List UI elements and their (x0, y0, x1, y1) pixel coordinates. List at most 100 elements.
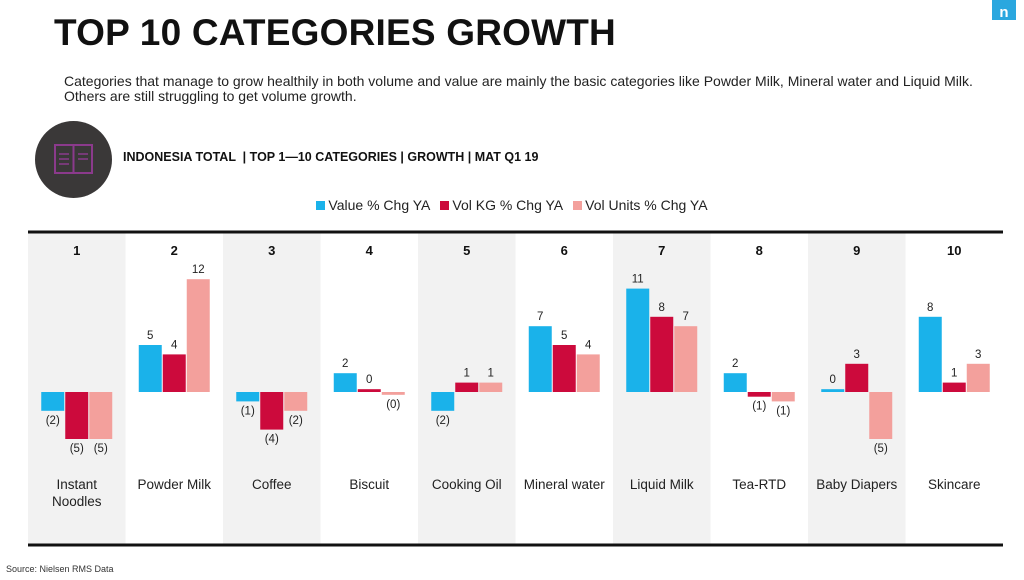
data-label: (1) (241, 405, 255, 417)
data-label: 1 (951, 368, 957, 380)
bar (186, 279, 210, 392)
rank-label: 1 (73, 243, 80, 258)
bar (479, 382, 503, 392)
rank-label: 6 (561, 243, 568, 258)
category-label: Tea-RTD (732, 477, 786, 492)
data-label: (5) (94, 443, 108, 455)
data-label: 5 (561, 330, 567, 342)
category-label: Coffee (252, 477, 292, 492)
rank-label: 2 (171, 243, 178, 258)
filter-text: INDONESIA TOTAL | TOP 1—10 CATEGORIES | … (123, 150, 539, 164)
bar (333, 373, 357, 392)
data-label: (2) (46, 415, 60, 427)
category-label: Biscuit (349, 477, 389, 492)
data-label: (5) (874, 443, 888, 455)
data-label: (0) (386, 399, 400, 411)
bar (381, 392, 405, 395)
bar (162, 354, 186, 392)
category-label: Cooking Oil (432, 477, 502, 492)
category-label: Liquid Milk (630, 477, 694, 492)
subtitle: Categories that manage to grow healthily… (64, 73, 973, 104)
rank-label: 8 (756, 243, 763, 258)
data-label: 2 (732, 358, 738, 370)
category-label: Noodles (52, 494, 102, 509)
page-title: TOP 10 CATEGORIES GROWTH (54, 12, 616, 53)
data-label: (4) (265, 434, 279, 446)
legend: Value % Chg YA Vol KG % Chg YA Vol Units… (0, 197, 1024, 213)
bar (942, 382, 966, 392)
legend-item-value: Value % Chg YA (316, 197, 430, 213)
data-label: 8 (659, 302, 665, 314)
book-icon (35, 121, 112, 198)
data-label: (1) (776, 405, 790, 417)
bar (966, 363, 990, 392)
bar (431, 392, 455, 411)
bar (626, 288, 650, 392)
data-label: 7 (683, 311, 689, 323)
data-label: 4 (585, 339, 592, 351)
bar (821, 389, 845, 392)
bar (65, 392, 89, 439)
bar (576, 354, 600, 392)
bar (528, 326, 552, 392)
rank-label: 7 (658, 243, 665, 258)
bar (455, 382, 479, 392)
bar (674, 326, 698, 392)
bar (771, 392, 795, 402)
data-label: 12 (192, 264, 205, 276)
rank-label: 9 (853, 243, 860, 258)
column-band (28, 232, 126, 545)
legend-item-vol-units: Vol Units % Chg YA (573, 197, 708, 213)
data-label: (5) (70, 443, 84, 455)
category-label: Powder Milk (137, 477, 211, 492)
data-label: 4 (171, 339, 178, 351)
category-label: Baby Diapers (816, 477, 897, 492)
rank-label: 5 (463, 243, 470, 258)
bar (236, 392, 260, 402)
legend-label-vol-kg: Vol KG % Chg YA (452, 197, 564, 213)
data-label: 2 (342, 358, 348, 370)
bar (89, 392, 113, 439)
data-label: 1 (464, 368, 470, 380)
legend-item-vol-kg: Vol KG % Chg YA (440, 197, 563, 213)
legend-label-value: Value % Chg YA (328, 197, 431, 213)
data-label: 3 (854, 349, 860, 361)
bar (138, 345, 162, 392)
bar (918, 316, 942, 392)
bar (650, 316, 674, 392)
source-note: Source: Nielsen RMS Data (6, 564, 114, 574)
column-band (223, 232, 321, 545)
rank-label: 10 (947, 243, 961, 258)
rank-label: 4 (366, 243, 374, 258)
legend-swatch-vol-units (573, 200, 583, 210)
data-label: (2) (436, 415, 450, 427)
bar (723, 373, 747, 392)
data-label: 11 (632, 274, 644, 286)
bar (41, 392, 65, 411)
bar (284, 392, 308, 411)
bar (357, 389, 381, 392)
category-label: Instant (56, 477, 97, 492)
bar (845, 363, 869, 392)
bar (747, 392, 771, 397)
data-label: 7 (537, 311, 543, 323)
data-label: (1) (752, 401, 766, 413)
nielsen-logo: n (992, 0, 1016, 20)
data-label: 0 (366, 374, 372, 386)
bar (869, 392, 893, 439)
data-label: (2) (289, 415, 303, 427)
bar (552, 345, 576, 392)
rank-label: 3 (268, 243, 275, 258)
data-label: 5 (147, 330, 153, 342)
legend-swatch-value (316, 200, 326, 210)
bar (260, 392, 284, 430)
legend-swatch-vol-kg (440, 200, 450, 210)
data-label: 8 (927, 302, 933, 314)
legend-label-vol-units: Vol Units % Chg YA (585, 197, 708, 213)
data-label: 0 (830, 374, 836, 386)
data-label: 3 (975, 349, 981, 361)
category-label: Skincare (928, 477, 981, 492)
category-label: Mineral water (524, 477, 606, 492)
data-label: 1 (488, 368, 494, 380)
